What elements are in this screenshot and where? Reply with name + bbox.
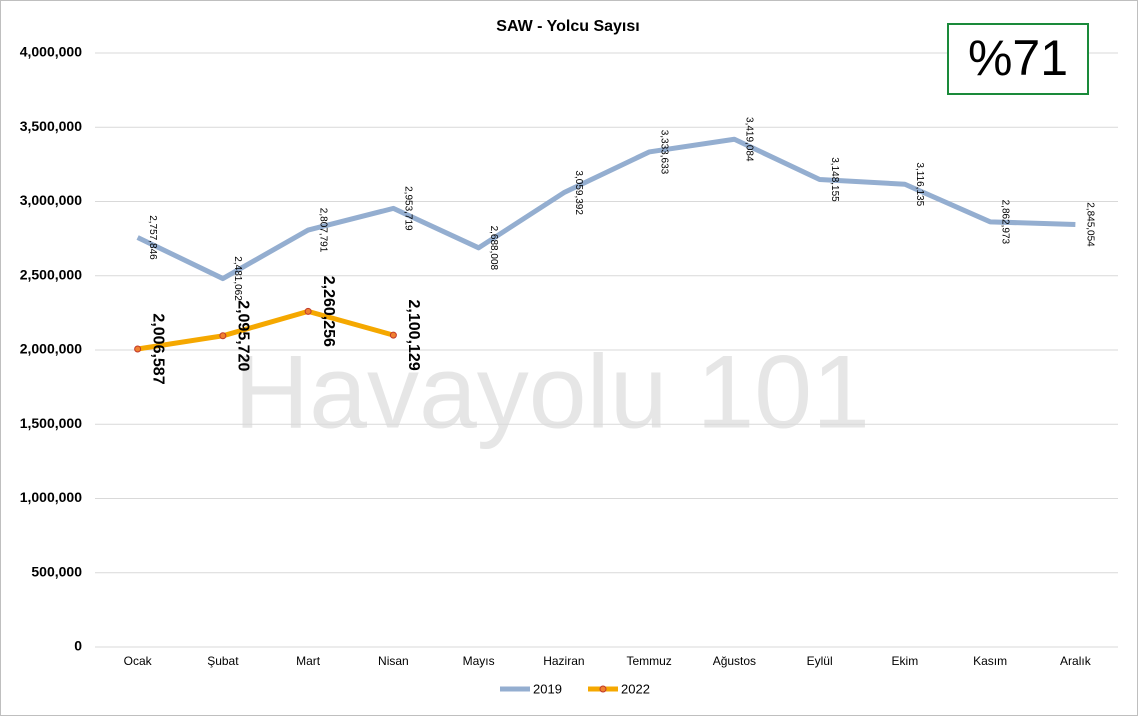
data-label: 2,260,256 — [320, 276, 337, 347]
legend-label: 2022 — [621, 681, 650, 696]
x-tick-label: Aralık — [1060, 654, 1092, 668]
line-series — [137, 308, 395, 352]
data-label: 2,845,054 — [1085, 202, 1096, 247]
x-tick-label: Eylül — [807, 654, 833, 668]
data-label: 2,095,720 — [235, 300, 252, 371]
data-label: 3,116,135 — [914, 162, 925, 206]
y-tick-label: 2,500,000 — [20, 266, 82, 282]
y-tick-label: 2,000,000 — [20, 341, 82, 357]
data-label: 2,006,587 — [149, 313, 166, 384]
y-tick-label: 0 — [74, 638, 82, 654]
data-label: 2,100,129 — [405, 300, 422, 371]
plot-area: 0 500,000 1,000,000 1,500,000 2,000,000 2,500… — [20, 44, 1118, 668]
point-marker — [304, 307, 312, 315]
data-label: 2,807,791 — [317, 208, 328, 253]
y-tick-label: 500,000 — [31, 563, 82, 579]
x-tick-label: Kasım — [973, 654, 1007, 668]
annotation-box — [947, 23, 1089, 95]
x-tick-label: Ocak — [124, 654, 153, 668]
data-label: 3,059,392 — [573, 170, 584, 215]
watermark: Havayolu 101 — [234, 334, 870, 450]
x-tick-label: Nisan — [378, 654, 409, 668]
point-marker — [389, 331, 397, 339]
x-tick-label: Haziran — [543, 654, 584, 668]
point-marker — [219, 332, 227, 340]
legend-marker — [599, 685, 607, 693]
data-label: 3,333,633 — [658, 130, 669, 175]
x-tick-label: Ağustos — [713, 654, 756, 668]
y-tick-label: 1,000,000 — [20, 489, 82, 505]
data-label: 3,148,155 — [829, 157, 840, 202]
data-label: 2,862,973 — [999, 200, 1010, 245]
x-tick-label: Temmuz — [626, 654, 671, 668]
line-series — [136, 136, 1076, 282]
data-label: 3,419,084 — [744, 117, 755, 162]
x-tick-label: Mayıs — [463, 654, 495, 668]
data-label: 2,757,846 — [147, 215, 158, 260]
x-tick-label: Ekim — [892, 654, 919, 668]
data-label: 2,688,008 — [488, 226, 499, 271]
y-tick-label: 3,000,000 — [20, 192, 82, 208]
data-label: 2,953,719 — [403, 186, 414, 231]
y-tick-label: 1,500,000 — [20, 415, 82, 431]
chart-title: SAW - Yolcu Sayısı — [496, 18, 639, 35]
annotation-text: %71 — [968, 30, 1068, 86]
x-tick-label: Mart — [296, 654, 321, 668]
x-tick-label: Şubat — [207, 654, 239, 668]
y-tick-label: 4,000,000 — [20, 44, 82, 60]
data-label: 2,481,062 — [232, 256, 243, 301]
y-tick-label: 3,500,000 — [20, 118, 82, 134]
legend-label: 2019 — [533, 681, 562, 696]
point-marker — [134, 345, 142, 353]
